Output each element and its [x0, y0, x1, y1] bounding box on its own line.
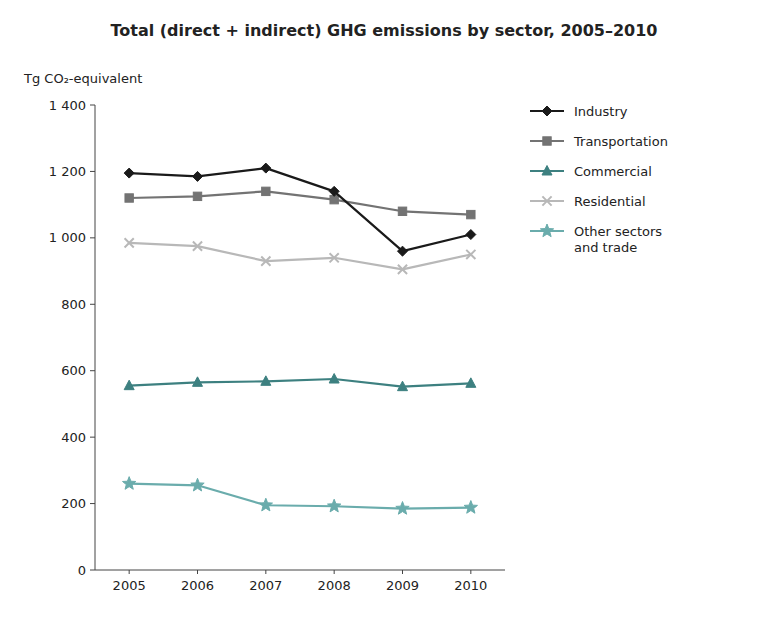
x-tick	[197, 570, 198, 574]
legend-label-line: Industry	[574, 104, 628, 119]
x-tick-label: 2005	[113, 578, 146, 593]
data-point	[330, 253, 339, 262]
data-point	[193, 171, 203, 181]
series-line	[129, 168, 471, 251]
y-tick-label: 800	[61, 297, 86, 312]
x-tick-label: 2008	[318, 578, 351, 593]
chart-svg: Total (direct + indirect) GHG emissions …	[0, 0, 768, 636]
x-axis-line	[95, 570, 505, 571]
chart-title: Total (direct + indirect) GHG emissions …	[111, 21, 658, 40]
legend-label: Industry	[574, 104, 628, 119]
legend-label-line: Commercial	[574, 164, 652, 179]
legend-marker	[542, 166, 552, 176]
y-tick	[90, 570, 95, 571]
data-point	[261, 163, 271, 173]
data-point	[329, 186, 339, 196]
legend-label-line: Other sectors	[574, 224, 662, 239]
legend-item: Transportation	[530, 134, 668, 149]
y-tick	[90, 105, 95, 106]
data-point	[466, 378, 476, 388]
y-tick	[90, 370, 95, 371]
y-tick-label: 1 400	[49, 98, 86, 113]
data-point	[124, 168, 134, 178]
data-point	[261, 257, 270, 266]
y-tick-label: 0	[78, 563, 86, 578]
x-tick-label: 2010	[454, 578, 487, 593]
y-tick	[90, 437, 95, 438]
y-tick	[90, 237, 95, 238]
legend-label: Transportation	[573, 134, 668, 149]
legend-item: Residential	[530, 194, 646, 209]
y-tick	[90, 304, 95, 305]
legend-item: Commercial	[530, 164, 652, 179]
axes: 0 200 400 600 800 1 000 1 200 1 400 2005 2006 2007…	[49, 98, 505, 594]
x-tick	[265, 570, 266, 574]
legend-marker	[540, 224, 553, 237]
data-point	[191, 478, 204, 491]
series	[125, 187, 475, 219]
y-tick-label: 600	[61, 363, 86, 378]
data-point	[259, 498, 272, 511]
series-line	[129, 191, 471, 214]
data-point	[193, 192, 201, 200]
data-point	[464, 501, 477, 514]
y-tick	[90, 171, 95, 172]
legend-marker	[542, 106, 552, 116]
x-tick-label: 2009	[386, 578, 419, 593]
x-tick	[129, 570, 130, 574]
data-point	[466, 250, 475, 259]
data-point	[261, 376, 271, 386]
series	[124, 374, 476, 391]
x-tick	[470, 570, 471, 574]
series	[125, 238, 476, 274]
data-point	[398, 246, 408, 256]
x-tick-label: 2007	[249, 578, 282, 593]
legend-label: Commercial	[574, 164, 652, 179]
series-line	[129, 379, 471, 387]
data-point	[124, 380, 134, 390]
data-point	[328, 499, 341, 512]
y-tick-label: 200	[61, 496, 86, 511]
data-point	[466, 230, 476, 240]
data-point	[398, 265, 407, 274]
chart-container: Total (direct + indirect) GHG emissions …	[0, 0, 768, 636]
legend: Industry Transportation Commercial Resident…	[530, 104, 668, 255]
series	[124, 163, 476, 256]
series-line	[129, 484, 471, 509]
y-tick-label: 1 200	[49, 164, 86, 179]
series	[123, 477, 478, 515]
data-point	[193, 242, 202, 251]
data-point	[398, 207, 406, 215]
x-tick	[334, 570, 335, 574]
data-point	[467, 210, 475, 218]
legend-label: Residential	[574, 194, 646, 209]
legend-item: Industry	[530, 104, 628, 119]
data-point	[396, 502, 409, 515]
data-point	[329, 374, 339, 384]
y-tick-label: 1 000	[49, 230, 86, 245]
y-tick-label: 400	[61, 430, 86, 445]
y-axis-label: Tg CO₂-equivalent	[23, 71, 142, 86]
y-tick	[90, 503, 95, 504]
data-point	[125, 194, 133, 202]
data-point	[123, 477, 136, 490]
data-point	[125, 238, 134, 247]
data-point	[262, 187, 270, 195]
y-axis-line	[95, 105, 96, 570]
legend-marker	[543, 137, 551, 145]
data-point	[398, 381, 408, 391]
legend-label-line: and trade	[574, 240, 637, 255]
x-tick	[402, 570, 403, 574]
legend-label-line: Residential	[574, 194, 646, 209]
plot-area	[123, 163, 478, 514]
data-point	[193, 377, 203, 387]
legend-item: Other sectorsand trade	[530, 224, 662, 255]
legend-label: Other sectorsand trade	[574, 224, 662, 255]
x-tick-label: 2006	[181, 578, 214, 593]
legend-label-line: Transportation	[573, 134, 668, 149]
legend-marker	[542, 196, 551, 205]
